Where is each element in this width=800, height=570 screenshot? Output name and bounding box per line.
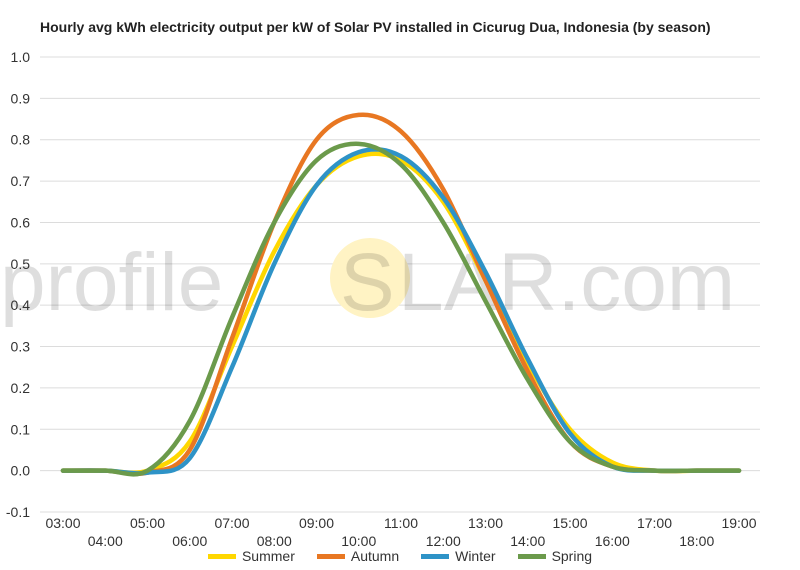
legend-item-autumn[interactable]: Autumn — [316, 548, 400, 564]
y-tick-label: 1.0 — [11, 49, 31, 65]
y-tick-label: -0.1 — [6, 504, 30, 520]
legend-label-autumn: Autumn — [350, 548, 400, 564]
legend-swatch-winter — [421, 553, 450, 559]
y-tick-label: 0.2 — [11, 380, 31, 396]
x-tick-label: 09:00 — [299, 515, 334, 531]
legend-swatch-spring — [517, 553, 546, 559]
legend-swatch-summer — [207, 553, 236, 559]
y-tick-label: 0.3 — [11, 339, 31, 355]
series-line-spring — [60, 141, 742, 477]
y-tick-label: 0.0 — [11, 463, 31, 479]
legend-label-winter: Winter — [455, 548, 496, 564]
x-tick-label: 08:00 — [257, 533, 292, 549]
x-tick-label: 15:00 — [552, 515, 587, 531]
chart-title: Hourly avg kWh electricity output per kW… — [40, 19, 711, 35]
grid-lines — [40, 56, 760, 513]
series-line-summer — [60, 151, 742, 476]
x-tick-label: 17:00 — [637, 515, 672, 531]
legend-label-spring: Spring — [551, 548, 593, 564]
watermark-sun-icon — [330, 238, 410, 318]
y-axis-ticks: -0.1 0.0 0.1 0.2 0.3 0.4 0.5 0.6 0.7 0.8 0.9 1.0 — [6, 49, 30, 520]
x-tick-label: 12:00 — [426, 533, 461, 549]
watermark-text-s: S — [340, 237, 395, 328]
x-tick-label: 14:00 — [510, 533, 545, 549]
x-tick-label: 03:00 — [45, 515, 80, 531]
legend-label-summer: Summer — [241, 548, 295, 564]
y-tick-label: 0.7 — [11, 173, 31, 189]
x-tick-label: 16:00 — [595, 533, 630, 549]
x-axis-ticks: 03:00 04:00 05:00 06:00 07:00 08:00 09:00 10:00… — [45, 515, 756, 549]
legend-swatch-autumn — [316, 553, 345, 559]
x-tick-label: 06:00 — [172, 533, 207, 549]
y-tick-label: 0.6 — [11, 214, 31, 230]
y-tick-label: 0.9 — [11, 90, 31, 106]
legend-item-summer[interactable]: Summer — [207, 548, 295, 564]
legend: Summer Autumn Winter Spring — [0, 548, 800, 564]
legend-item-winter[interactable]: Winter — [421, 548, 496, 564]
watermark: profile S LAR.com — [0, 237, 735, 328]
watermark-text-right: LAR.com — [398, 237, 735, 328]
x-tick-label: 05:00 — [130, 515, 165, 531]
y-tick-label: 0.1 — [11, 421, 31, 437]
series-lines — [60, 112, 742, 477]
x-tick-label: 07:00 — [214, 515, 249, 531]
x-tick-label: 04:00 — [88, 533, 123, 549]
legend-item-spring[interactable]: Spring — [517, 548, 593, 564]
x-tick-label: 18:00 — [679, 533, 714, 549]
x-tick-label: 11:00 — [384, 515, 418, 531]
x-tick-label: 10:00 — [341, 533, 376, 549]
watermark-text-left: profile — [0, 237, 223, 328]
x-tick-label: 19:00 — [721, 515, 756, 531]
y-tick-label: 0.4 — [11, 297, 31, 313]
y-tick-label: 0.5 — [11, 256, 31, 272]
y-tick-label: 0.8 — [11, 132, 31, 148]
x-tick-label: 13:00 — [468, 515, 503, 531]
